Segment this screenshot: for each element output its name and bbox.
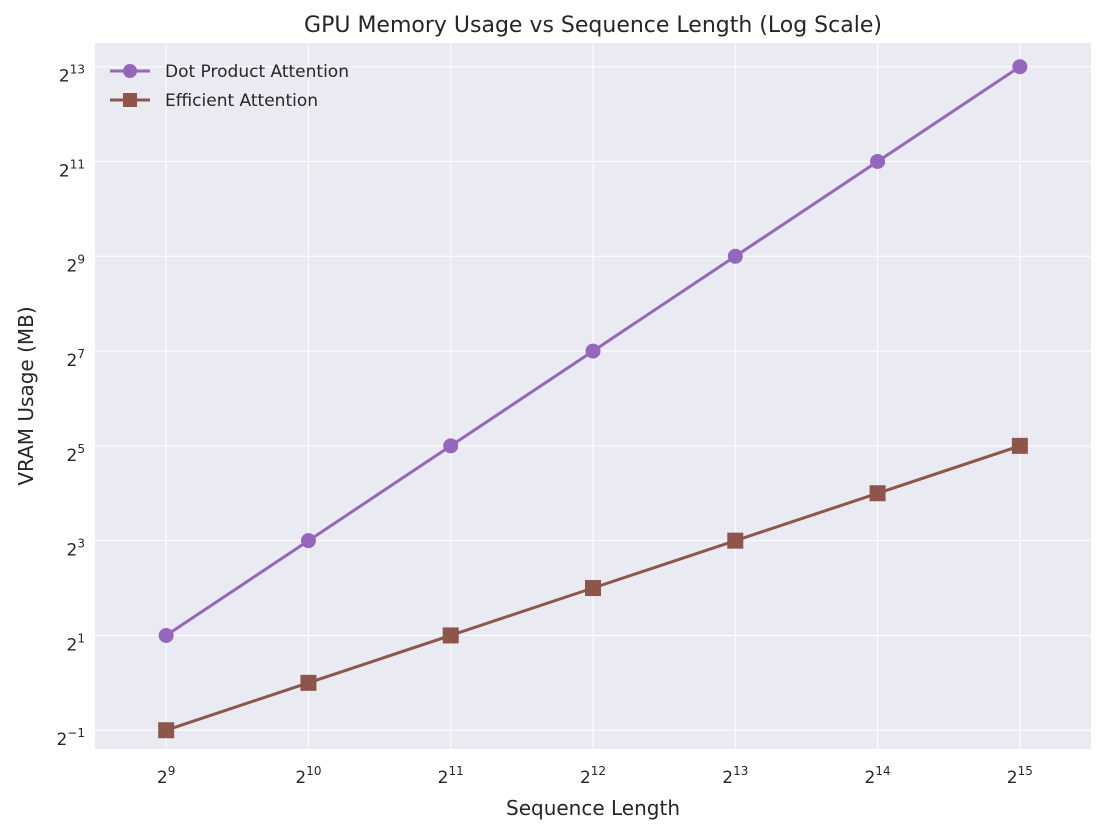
data-point [300,674,317,691]
legend-marker-dot-product [123,64,137,78]
y-tick-label-base: 2 [67,635,78,655]
x-tick-label-exponent: 12 [591,764,606,778]
y-tick-label-exponent: 13 [70,63,85,77]
x-tick-label-exponent: 13 [733,764,748,778]
x-tick-label-base: 2 [438,768,449,788]
y-tick-label-base: 2 [59,161,70,181]
x-tick-label: 213 [722,764,748,788]
x-tick-label-exponent: 10 [306,764,321,778]
y-tick-label-exponent: 3 [77,537,85,551]
data-point [585,343,601,359]
data-point [585,580,602,597]
y-tick-label-base: 2 [67,446,78,466]
series-0 [158,59,1028,643]
x-axis-label: Sequence Length [506,796,680,820]
x-tick-label-base: 2 [722,768,733,788]
x-tick-label: 214 [865,764,891,788]
data-point [158,627,174,643]
y-tick-label: 2−1 [56,726,85,750]
data-point [1011,437,1028,454]
y-tick-label-base: 2 [67,351,78,371]
y-tick-label: 27 [67,347,85,371]
x-tick-label: 210 [295,764,321,788]
y-tick-label-exponent: 1 [77,631,85,645]
x-tick-label-exponent: 15 [1018,764,1033,778]
x-tick-label-base: 2 [865,768,876,788]
y-tick-label: 213 [59,63,85,87]
y-tick-label: 29 [67,252,85,276]
x-tick-label: 211 [438,764,464,788]
y-tick-label: 23 [67,537,85,561]
data-point [443,438,459,454]
y-axis-label: VRAM Usage (MB) [14,306,38,485]
y-tick-label-base: 2 [67,541,78,561]
data-point [727,248,743,264]
y-tick-label-base: 2 [56,730,67,750]
y-tick-label-base: 2 [59,67,70,87]
data-point [300,533,316,549]
x-tick-label: 212 [580,764,606,788]
legend-marker-efficient [123,93,137,107]
x-tick-label: 29 [157,764,175,788]
y-tick-label: 21 [67,631,85,655]
x-tick-label-base: 2 [580,768,591,788]
data-point [158,722,175,739]
y-tick-label-exponent: −1 [67,726,85,740]
data-point [442,627,459,644]
y-tick-label-exponent: 11 [70,157,85,171]
legend-label-dot-product: Dot Product Attention [165,62,349,82]
data-point [870,153,886,169]
x-tick-label-base: 2 [1007,768,1018,788]
series-layer [158,59,1028,739]
data-point [727,532,744,549]
y-tick-label: 211 [59,157,85,181]
x-tick-label-base: 2 [157,768,168,788]
chart-title: GPU Memory Usage vs Sequence Length (Log… [304,13,882,38]
legend: Dot Product Attention Efficient Attentio… [110,62,349,111]
series-1 [158,437,1028,739]
y-tick-label-exponent: 7 [77,347,85,361]
x-tick-label-exponent: 9 [168,764,176,778]
x-tick-label-base: 2 [295,768,306,788]
x-tick-label-exponent: 14 [875,764,890,778]
y-tick-label: 25 [67,442,85,466]
y-tick-label-exponent: 9 [77,252,85,266]
y-tick-label-base: 2 [67,256,78,276]
x-tick-label: 215 [1007,764,1033,788]
data-point [1012,59,1028,75]
y-tick-label-exponent: 5 [77,442,85,456]
x-tick-label-exponent: 11 [449,764,464,778]
legend-label-efficient: Efficient Attention [165,91,318,111]
data-point [869,485,886,502]
